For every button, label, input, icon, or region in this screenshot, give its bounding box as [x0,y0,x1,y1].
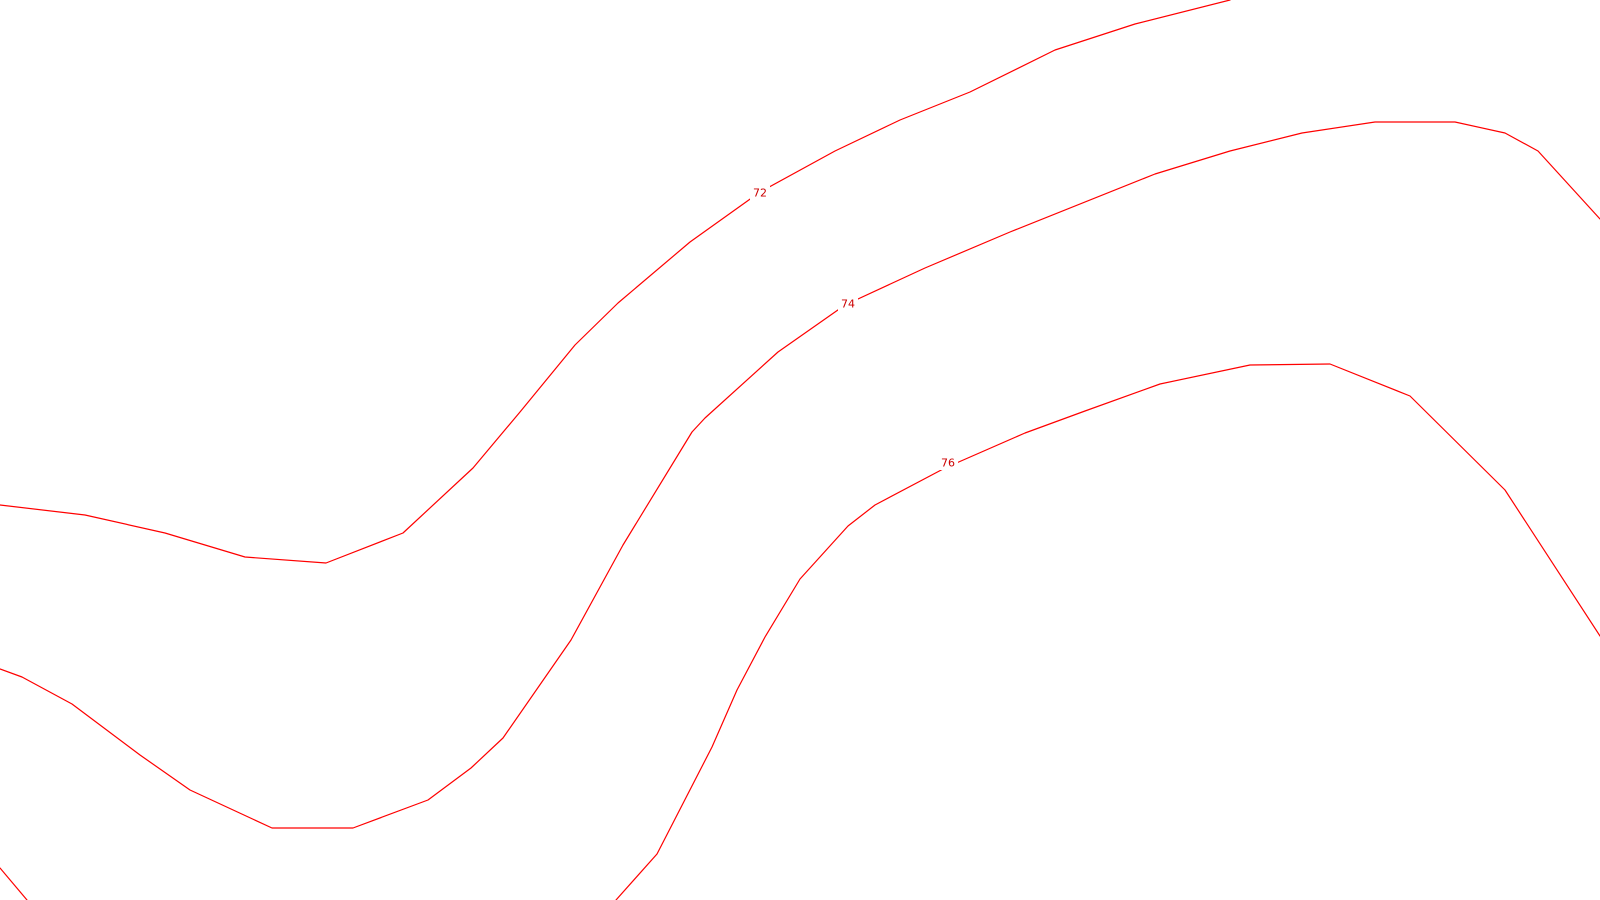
contour-label-mask-72 [750,186,770,200]
contour-line-bottom-left [0,867,28,900]
contour-line-74 [0,121,1600,829]
contour-label-mask-76 [938,456,958,470]
contour-line-72 [0,0,1231,564]
contour-label-76: 76 [941,457,955,470]
contour-label-mask-74 [838,297,858,311]
contour-label-72: 72 [753,187,767,200]
contour-label-74: 74 [841,298,855,311]
